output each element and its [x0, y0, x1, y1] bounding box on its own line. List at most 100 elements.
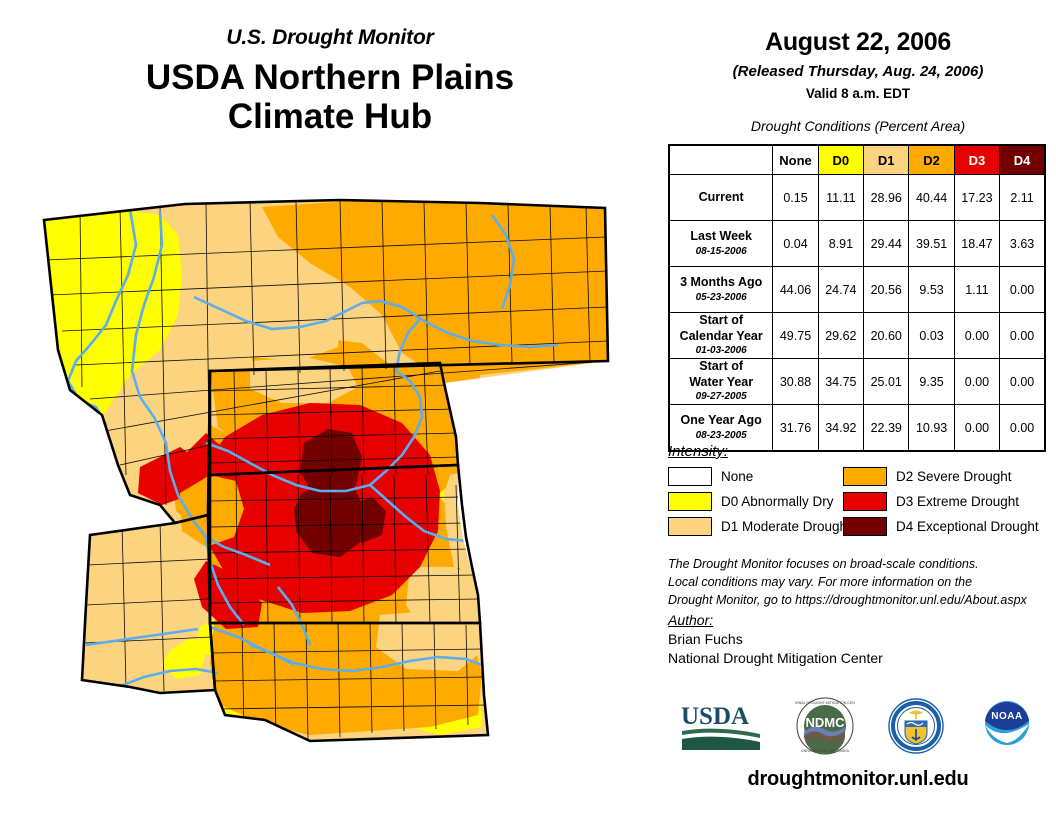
title-block: U.S. Drought Monitor USDA Northern Plain…: [0, 26, 660, 136]
author-block: Author: Brian Fuchs National Drought Mit…: [668, 612, 1048, 666]
row-label: Current: [668, 174, 774, 221]
issue-date: August 22, 2006: [765, 28, 951, 56]
row-label-date: 09-27-2005: [695, 391, 747, 403]
legend-item: D0 Abnormally Dry: [668, 492, 843, 511]
row-label-date: 08-23-2005: [695, 429, 747, 441]
table-cell-none: 0.04: [772, 220, 819, 267]
legend-item: D3 Extreme Drought: [843, 492, 1048, 511]
row-label-date: 05-23-2006: [695, 291, 747, 303]
legend-swatch: [843, 492, 887, 511]
release-date: (Released Thursday, Aug. 24, 2006): [732, 63, 984, 80]
legend-item: D4 Exceptional Drought: [843, 517, 1048, 536]
table-cell-d4: 0.00: [999, 266, 1046, 313]
column-header-d4: D4: [999, 144, 1046, 175]
ndmc-logo: NDMC NATIONAL DROUGHT MITIGATION CENTER …: [795, 697, 855, 755]
table-cell-d1: 28.96: [863, 174, 910, 221]
column-header-d1: D1: [863, 144, 910, 175]
disclaimer-line-3: Drought Monitor, go to https://droughtmo…: [668, 592, 1027, 607]
usdc-noaa-seal: [888, 698, 944, 754]
table-row: Start of Calendar Year 01-03-2006 49.75 29.6…: [668, 312, 1046, 359]
map-state-borders: [42, 198, 610, 743]
legend-swatch: [843, 467, 887, 486]
svg-text:NATIONAL DROUGHT MITIGATION CE: NATIONAL DROUGHT MITIGATION CENTER: [795, 701, 855, 705]
svg-text:UNIVERSITY OF NEBRASKA: UNIVERSITY OF NEBRASKA: [801, 749, 850, 753]
legend-label: None: [721, 469, 754, 484]
row-label: Start of Water Year 09-27-2005: [668, 358, 774, 405]
author-name: Brian Fuchs: [668, 631, 743, 647]
row-label: Last Week 08-15-2006: [668, 220, 774, 267]
legend-label: D2 Severe Drought: [896, 469, 1012, 484]
row-label-date: 01-03-2006: [695, 345, 747, 357]
table-row: Last Week 08-15-2006 0.04 8.91 29.44 39.51 18.…: [668, 220, 1046, 267]
table-header-row: None D0 D1 D2 D3 D4: [669, 144, 1046, 175]
page-title: USDA Northern Plains Climate Hub: [0, 58, 660, 136]
svg-text:USDA: USDA: [681, 703, 749, 730]
legend-item: None: [668, 467, 843, 486]
table-cell-d3: 18.47: [953, 220, 1001, 267]
valid-time: Valid 8 a.m. EDT: [805, 86, 911, 101]
drought-monitor-supertitle: U.S. Drought Monitor: [226, 26, 434, 49]
table-caption: Drought Conditions (Percent Area): [750, 118, 966, 134]
table-cell-none: 44.06: [772, 266, 819, 313]
noaa-logo: NOAA: [984, 701, 1029, 745]
table-cell-d1: 25.01: [863, 358, 910, 405]
legend-swatch: [668, 467, 712, 486]
table-cell-d1: 20.60: [863, 312, 910, 359]
row-label: Start of Calendar Year 01-03-2006: [668, 312, 774, 359]
logo-row: USDA NDMC NATIONAL DROUGHT MITIGATION CE…: [664, 688, 1052, 764]
author-title: Author:: [668, 612, 714, 628]
legend-item: D1 Moderate Drought: [668, 517, 851, 536]
table-cell-d1: 29.44: [863, 220, 910, 267]
disclaimer-line-1: The Drought Monitor focuses on broad-sca…: [668, 557, 979, 571]
table-cell-none: 49.75: [772, 312, 819, 359]
table-cell-d0: 34.75: [817, 358, 865, 405]
table-cell-d3: 17.23: [953, 174, 1001, 221]
date-block: August 22, 2006 (Released Thursday, Aug.…: [660, 0, 1056, 134]
table-cell-d2: 40.44: [908, 174, 955, 221]
table-cell-d3: 0.00: [953, 312, 1001, 359]
table-cell-d0: 8.91: [817, 220, 865, 267]
table-cell-d2: 9.53: [908, 266, 955, 313]
table-cell-d1: 22.39: [863, 404, 910, 452]
legend-swatch: [668, 517, 712, 536]
intensity-legend-title: Intensity:: [668, 443, 729, 460]
drought-map: [10, 175, 660, 805]
site-url[interactable]: droughtmonitor.unl.edu: [747, 768, 969, 790]
table-cell-none: 30.88: [772, 358, 819, 405]
table-header-spacer: [669, 145, 773, 175]
legend-swatch: [668, 492, 712, 511]
table-cell-d3: 1.11: [953, 266, 1001, 313]
table-row: Current 0.15 11.11 28.96 40.44 17.23 2.11: [668, 174, 1046, 221]
table-cell-d0: 29.62: [817, 312, 865, 359]
legend-grid: None D2 Severe Drought D0 Abnormally Dry D3…: [668, 467, 1048, 536]
column-header-d3: D3: [953, 144, 1001, 175]
table-cell-d0: 24.74: [817, 266, 865, 313]
table-cell-d3: 0.00: [953, 358, 1001, 405]
legend-label: D0 Abnormally Dry: [721, 494, 834, 509]
row-label: 3 Months Ago 05-23-2006: [668, 266, 774, 313]
disclaimer-line-2: Local conditions may vary. For more info…: [668, 574, 973, 589]
table-cell-d4: 0.00: [999, 404, 1046, 452]
table-body: Current 0.15 11.11 28.96 40.44 17.23 2.11 Last …: [668, 174, 1046, 452]
table-cell-none: 0.15: [772, 174, 819, 221]
column-header-d2: D2: [908, 144, 955, 175]
disclaimer-text: The Drought Monitor focuses on broad-sca…: [668, 556, 1048, 609]
table-cell-d4: 0.00: [999, 358, 1046, 405]
page-title-line1: USDA Northern Plains: [145, 58, 515, 97]
table-cell-d4: 3.63: [999, 220, 1046, 267]
intensity-legend: Intensity: None D2 Severe Drought D0 Abnor…: [668, 443, 1048, 536]
table-row: 3 Months Ago 05-23-2006 44.06 24.74 20.56 9.5…: [668, 266, 1046, 313]
legend-item: D2 Severe Drought: [843, 467, 1048, 486]
legend-swatch: [843, 517, 887, 536]
row-label: One Year Ago 08-23-2005: [668, 404, 774, 452]
table-cell-d2: 9.35: [908, 358, 955, 405]
legend-label: D1 Moderate Drought: [721, 519, 851, 534]
table-row: Start of Water Year 09-27-2005 30.88 34.75 25…: [668, 358, 1046, 405]
row-label-date: 08-15-2006: [695, 245, 747, 257]
usda-logo: USDA: [681, 703, 761, 750]
drought-conditions-table: None D0 D1 D2 D3 D4 Current 0.15 11.11 28.9…: [668, 144, 1046, 452]
author-organization: National Drought Mitigation Center: [668, 650, 883, 666]
table-cell-d2: 0.03: [908, 312, 955, 359]
svg-text:NOAA: NOAA: [991, 711, 1022, 722]
table-cell-d3: 0.00: [953, 404, 1001, 452]
